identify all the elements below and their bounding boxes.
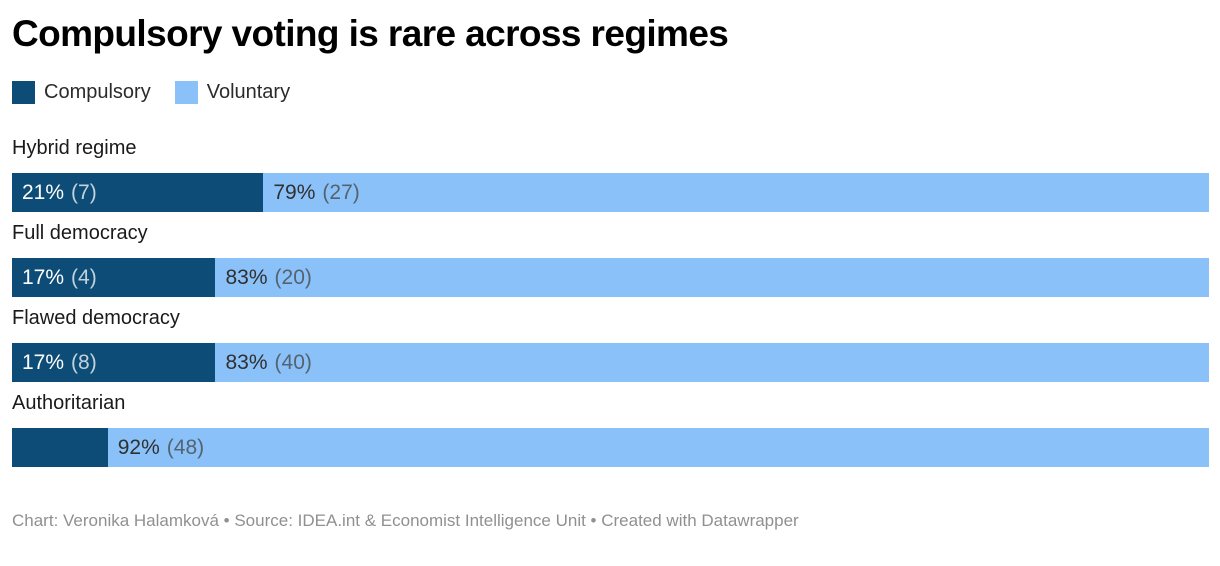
- bar-segment-voluntary: 83% (40): [215, 343, 1209, 383]
- legend: Compulsory Voluntary: [12, 81, 1209, 105]
- segment-percent: 79%: [273, 181, 316, 205]
- stacked-bar: 17% (4) 83% (20): [12, 258, 1209, 298]
- bar-segment-voluntary: 83% (20): [215, 258, 1209, 298]
- segment-value-label: 17% (8): [12, 352, 97, 373]
- stacked-bar: 92% (48): [12, 428, 1209, 468]
- bar-segment-voluntary: 79% (27): [263, 173, 1209, 213]
- segment-percent: 83%: [225, 266, 268, 290]
- bar-segment-voluntary: 92% (48): [107, 428, 1209, 468]
- stacked-bar: 17% (8) 83% (40): [12, 343, 1209, 383]
- segment-percent: 92%: [117, 436, 160, 460]
- chart-container: Compulsory voting is rare across regimes…: [12, 13, 1209, 531]
- bar-segment-compulsory: [12, 428, 108, 468]
- chart-title: Compulsory voting is rare across regimes: [12, 13, 729, 54]
- segment-count: (20): [274, 266, 312, 290]
- segment-percent: 17%: [22, 266, 65, 290]
- bar-segment-compulsory: 21% (7): [12, 173, 264, 213]
- bar-row: Hybrid regime 21% (7) 79% (27): [12, 136, 1209, 213]
- segment-value-label: 79% (27): [263, 182, 359, 203]
- bar-rows: Hybrid regime 21% (7) 79% (27) Full democr…: [12, 136, 1209, 468]
- segment-percent: 17%: [22, 351, 65, 375]
- category-label: Authoritarian: [12, 392, 126, 415]
- segment-percent: 83%: [225, 351, 268, 375]
- legend-label-compulsory: Compulsory: [44, 81, 151, 104]
- category-label: Flawed democracy: [12, 307, 180, 330]
- segment-value-label: 83% (40): [215, 352, 311, 373]
- segment-value-label: 83% (20): [215, 267, 311, 288]
- bar-segment-compulsory: 17% (4): [12, 258, 216, 298]
- category-label: Full democracy: [12, 222, 148, 245]
- segment-value-label: 17% (4): [12, 267, 97, 288]
- segment-count: (27): [322, 181, 360, 205]
- stacked-bar: 21% (7) 79% (27): [12, 173, 1209, 213]
- segment-count: (8): [71, 351, 97, 375]
- legend-swatch-voluntary-icon: [174, 81, 198, 105]
- bar-row: Authoritarian 92% (48): [12, 391, 1209, 468]
- bar-segment-compulsory: 17% (8): [12, 343, 216, 383]
- segment-value-label: 92% (48): [108, 437, 204, 458]
- legend-label-voluntary: Voluntary: [206, 81, 291, 104]
- segment-count: (48): [166, 436, 205, 460]
- segment-value-label: 21% (7): [12, 182, 97, 203]
- segment-count: (40): [274, 351, 312, 375]
- bar-row: Full democracy 17% (4) 83% (20): [12, 221, 1209, 298]
- segment-count: (7): [71, 181, 97, 205]
- bar-row: Flawed democracy 17% (8) 83% (40): [12, 306, 1209, 383]
- chart-footer-attribution: Chart: Veronika Halamková • Source: IDEA…: [12, 511, 799, 531]
- legend-item-compulsory: Compulsory: [12, 81, 151, 105]
- category-label: Hybrid regime: [12, 137, 137, 160]
- legend-item-voluntary: Voluntary: [174, 81, 291, 105]
- segment-count: (4): [71, 266, 97, 290]
- segment-percent: 21%: [22, 181, 65, 205]
- legend-swatch-compulsory-icon: [12, 81, 35, 105]
